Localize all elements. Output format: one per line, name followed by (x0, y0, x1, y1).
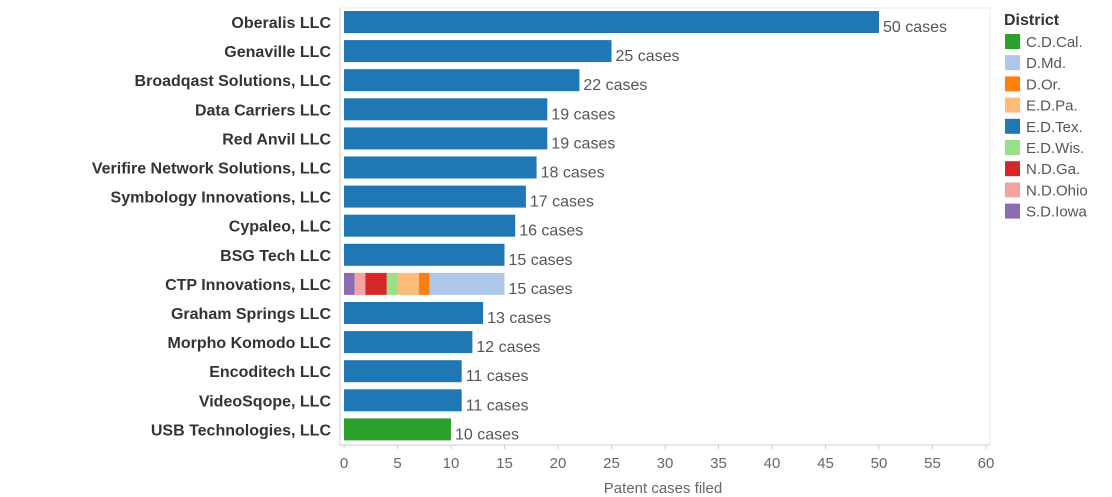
bar-segment (344, 243, 505, 266)
legend-swatch (1005, 203, 1020, 219)
category-label: Genaville LLC (224, 44, 331, 61)
bar-segment (344, 360, 462, 383)
data-label: 10 cases (455, 426, 519, 443)
data-label: 50 cases (883, 19, 947, 36)
legend-swatch (1005, 55, 1020, 71)
category-label: Cypaleo, LLC (229, 219, 332, 236)
legend-label: C.D.Cal. (1026, 34, 1083, 51)
data-label: 19 cases (551, 135, 615, 152)
category-label: Red Anvil LLC (222, 131, 331, 148)
legend-label: E.D.Pa. (1026, 98, 1078, 115)
legend-swatch (1005, 76, 1020, 92)
data-label: 11 cases (466, 368, 529, 385)
legend-swatch (1005, 34, 1020, 49)
bar-segment (344, 156, 537, 179)
x-tick-label: 20 (550, 455, 567, 472)
value-labels: 50 cases 25 cases 22 cases 19 cases 19 cases… (455, 19, 947, 443)
x-tick-label: 10 (443, 455, 460, 472)
x-tick-label: 40 (764, 455, 781, 472)
x-tick-label: 0 (340, 455, 348, 472)
bar-segment (344, 185, 526, 208)
bar-segment (365, 272, 387, 295)
category-label: Symbology Innovations, LLC (111, 190, 332, 207)
legend-swatch (1005, 182, 1020, 198)
x-tick-label: 5 (393, 455, 401, 472)
x-axis: 0 5 10 15 20 25 30 35 40 45 50 55 60 (340, 445, 995, 472)
data-label: 13 cases (487, 310, 551, 327)
legend-label: E.D.Tex. (1026, 119, 1083, 136)
legend-swatch (1005, 161, 1020, 177)
data-label: 17 cases (530, 194, 594, 211)
category-label: Broadqast Solutions, LLC (135, 73, 332, 90)
legend-label: D.Or. (1026, 76, 1061, 93)
bar-segment (344, 214, 516, 237)
data-label: 12 cases (476, 339, 540, 356)
data-label: 18 cases (541, 165, 605, 182)
bar-segment (344, 418, 451, 441)
x-tick-label: 25 (603, 455, 620, 472)
bar-segment (354, 272, 366, 295)
x-axis-title: Patent cases filed (604, 480, 722, 497)
legend-label: S.D.Iowa (1026, 204, 1088, 221)
bar-segment (344, 69, 580, 92)
bar-segment (344, 11, 879, 33)
legend-swatch (1005, 118, 1020, 134)
legend-title: District (1004, 12, 1060, 29)
x-tick-label: 55 (924, 455, 941, 472)
category-labels: Oberalis LLC Genaville LLC Broadqast Solut… (92, 15, 332, 439)
category-label: Encoditech LLC (209, 364, 331, 381)
data-label: 25 cases (616, 48, 680, 65)
category-label: Graham Springs LLC (171, 306, 331, 323)
data-label: 15 cases (509, 281, 573, 298)
bar-segment (344, 98, 548, 121)
bar-segment (344, 331, 473, 354)
bar-segment (344, 302, 484, 324)
bar-segment (344, 272, 355, 295)
data-label: 19 cases (551, 106, 615, 123)
bar-segment (344, 389, 462, 412)
data-label: 16 cases (519, 223, 583, 240)
legend-label: N.D.Ohio (1026, 182, 1088, 199)
bar-segment (418, 272, 430, 295)
bar-segment (429, 272, 505, 295)
bars (344, 11, 879, 441)
category-label: VideoSqope, LLC (199, 393, 332, 410)
bar-segment (386, 272, 398, 295)
legend-label: E.D.Wis. (1026, 140, 1084, 157)
legend-label: D.Md. (1026, 55, 1066, 72)
category-label: BSG Tech LLC (220, 248, 331, 265)
category-label: CTP Innovations, LLC (165, 277, 331, 294)
bar-segment (344, 40, 612, 63)
x-tick-label: 35 (710, 455, 727, 472)
data-label: 15 cases (509, 252, 573, 269)
legend-swatch (1005, 97, 1020, 113)
x-tick-label: 50 (871, 455, 888, 472)
category-label: Verifire Network Solutions, LLC (92, 161, 332, 178)
bar-segment (344, 127, 548, 150)
legend: District C.D.Cal. D.Md. D.Or. E.D.Pa. E.D.Te… (1004, 12, 1088, 221)
category-label: Oberalis LLC (231, 15, 331, 32)
x-tick-label: 30 (657, 455, 674, 472)
data-label: 22 cases (583, 77, 647, 94)
x-tick-label: 15 (496, 455, 513, 472)
legend-label: N.D.Ga. (1026, 161, 1080, 178)
category-label: USB Technologies, LLC (151, 422, 332, 439)
x-tick-label: 60 (978, 455, 995, 472)
legend-swatch (1005, 140, 1020, 155)
category-label: Morpho Komodo LLC (167, 335, 331, 352)
x-tick-label: 45 (817, 455, 834, 472)
category-label: Data Carriers LLC (195, 102, 331, 119)
bar-segment (397, 272, 419, 295)
data-label: 11 cases (466, 397, 529, 414)
